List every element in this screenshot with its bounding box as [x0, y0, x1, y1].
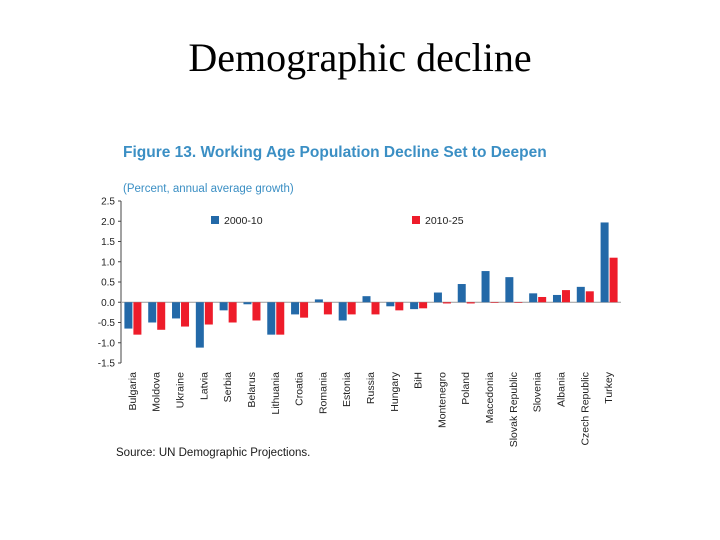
bar-series-a	[386, 302, 395, 307]
x-category-label: Moldova	[151, 372, 163, 412]
bar-series-a	[148, 302, 157, 323]
y-tick-label: 2.5	[101, 197, 115, 208]
y-tick-label: 0.0	[101, 298, 115, 309]
x-category-label: Montenegro	[436, 372, 448, 428]
bar-series-b	[609, 257, 618, 303]
x-category-label: Ukraine	[175, 372, 187, 408]
x-category-label: Latvia	[198, 372, 210, 400]
x-category-label: Serbia	[222, 372, 234, 403]
bar-series-b	[561, 290, 570, 303]
bar-series-b	[300, 302, 309, 318]
bar-series-a	[576, 286, 585, 303]
bar-series-b	[347, 302, 356, 315]
bar-series-b	[419, 302, 428, 309]
x-category-label: Lithuania	[270, 372, 282, 415]
x-category-label: Croatia	[294, 372, 306, 406]
legend-label: 2010-25	[425, 215, 464, 227]
x-category-label: Slovenia	[532, 372, 544, 412]
legend-swatch	[412, 216, 420, 224]
bar-series-a	[481, 271, 490, 303]
bar-series-a	[433, 292, 442, 303]
x-category-label: Poland	[460, 372, 472, 405]
x-category-label: Estonia	[341, 372, 353, 407]
bar-series-a	[195, 302, 204, 348]
bar-series-a	[457, 284, 466, 303]
source-note: Source: UN Demographic Projections.	[116, 447, 311, 459]
y-tick-label: -0.5	[98, 318, 116, 329]
y-tick-label: -1.0	[98, 338, 116, 349]
bar-series-b	[371, 302, 380, 315]
x-category-label: Belarus	[246, 372, 258, 408]
figure-title: Figure 13. Working Age Population Declin…	[123, 144, 547, 161]
x-category-label: Bulgaria	[127, 372, 139, 411]
x-category-label: Macedonia	[484, 372, 496, 424]
bar-series-a	[600, 222, 609, 303]
bar-series-b	[490, 302, 499, 303]
bar-series-a	[410, 302, 419, 310]
x-category-label: Russia	[365, 372, 377, 404]
bar-series-b	[276, 302, 285, 335]
y-tick-label: 1.5	[101, 237, 115, 248]
slide-title: Demographic decline	[188, 35, 532, 80]
bar-series-a	[338, 302, 347, 321]
bar-series-b	[538, 296, 547, 303]
y-tick-label: -1.5	[98, 359, 116, 370]
y-tick-label: 1.0	[101, 257, 115, 268]
legend-swatch	[211, 216, 219, 224]
y-tick-label: 2.0	[101, 217, 115, 228]
bar-series-b	[514, 302, 523, 303]
bar-series-b	[466, 302, 475, 304]
x-category-label: Slovak Republic	[508, 372, 520, 447]
bar-series-a	[124, 302, 133, 329]
bar-series-a	[267, 302, 276, 335]
x-category-label: Czech Republic	[579, 372, 591, 446]
bar-series-a	[314, 299, 323, 303]
x-category-label: Romania	[317, 372, 329, 414]
bar-series-b	[133, 302, 142, 335]
bar-series-b	[157, 302, 166, 330]
bar-series-b	[204, 302, 213, 325]
bar-series-b	[585, 291, 594, 303]
y-tick-label: 0.5	[101, 278, 115, 289]
bar-series-b	[252, 302, 261, 321]
x-category-label: Albania	[555, 372, 567, 407]
x-category-label: Turkey	[603, 371, 615, 403]
bar-series-b	[442, 302, 451, 304]
bar-series-a	[529, 293, 538, 303]
bar-series-a	[243, 302, 252, 305]
bar-series-b	[181, 302, 190, 327]
bar-series-a	[362, 296, 371, 303]
bar-series-b	[228, 302, 237, 323]
legend-label: 2000-10	[224, 215, 263, 227]
bar-series-b	[323, 302, 332, 315]
figure-subtitle: (Percent, annual average growth)	[123, 183, 294, 195]
x-category-label: BiH	[413, 372, 425, 389]
bar-series-a	[219, 302, 228, 311]
bar-series-a	[291, 302, 300, 315]
x-category-label: Hungary	[389, 371, 401, 411]
bar-series-b	[395, 302, 404, 311]
bar-series-a	[552, 294, 561, 303]
bar-series-a	[505, 277, 514, 303]
bar-series-a	[172, 302, 181, 319]
